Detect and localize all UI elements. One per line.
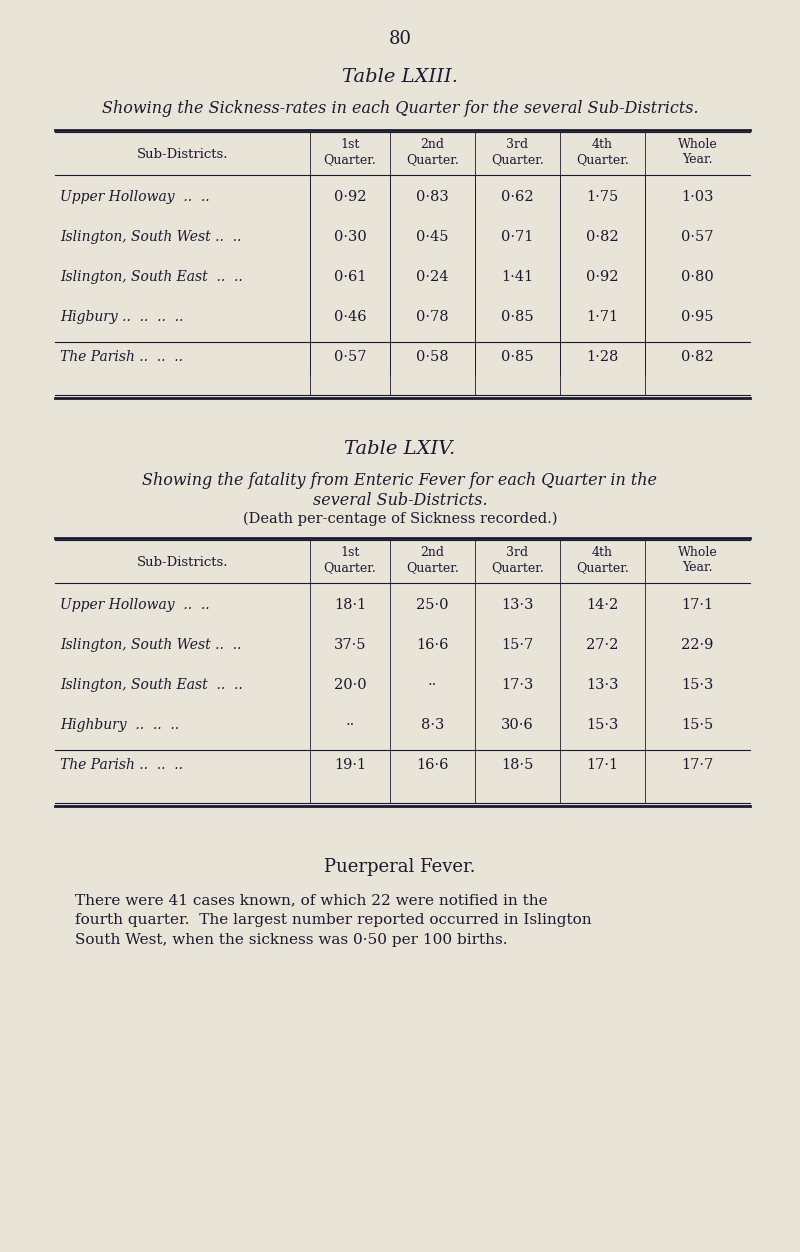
Text: 0·83: 0·83 xyxy=(416,190,449,204)
Text: 15·7: 15·7 xyxy=(502,639,534,652)
Text: Sub-Districts.: Sub-Districts. xyxy=(137,148,228,162)
Text: 1st
Quarter.: 1st Quarter. xyxy=(324,546,376,573)
Text: 0·82: 0·82 xyxy=(586,230,619,244)
Text: 4th
Quarter.: 4th Quarter. xyxy=(576,138,629,167)
Text: 15·3: 15·3 xyxy=(586,717,618,732)
Text: 25·0: 25·0 xyxy=(416,598,449,612)
Text: 0·78: 0·78 xyxy=(416,310,449,324)
Text: Table LXIII.: Table LXIII. xyxy=(342,68,458,86)
Text: There were 41 cases known, of which 22 were notified in the: There were 41 cases known, of which 22 w… xyxy=(75,893,548,906)
Text: Showing the Sickness-rates in each Quarter for the several Sub-Districts.: Showing the Sickness-rates in each Quart… xyxy=(102,100,698,116)
Text: 1·03: 1·03 xyxy=(682,190,714,204)
Text: 1·75: 1·75 xyxy=(586,190,618,204)
Text: 0·58: 0·58 xyxy=(416,351,449,364)
Text: Islington, South East  ..  ..: Islington, South East .. .. xyxy=(60,270,242,284)
Text: 16·6: 16·6 xyxy=(416,639,449,652)
Text: 37·5: 37·5 xyxy=(334,639,366,652)
Text: 17·1: 17·1 xyxy=(682,598,714,612)
Text: Upper Holloway  ..  ..: Upper Holloway .. .. xyxy=(60,598,210,612)
Text: The Parish ..  ..  ..: The Parish .. .. .. xyxy=(60,351,183,364)
Text: 17·3: 17·3 xyxy=(502,679,534,692)
Text: Islington, South West ..  ..: Islington, South West .. .. xyxy=(60,230,242,244)
Text: 19·1: 19·1 xyxy=(334,757,366,772)
Text: South West, when the sickness was 0·50 per 100 births.: South West, when the sickness was 0·50 p… xyxy=(75,933,507,947)
Text: 0·85: 0·85 xyxy=(501,351,534,364)
Text: 0·80: 0·80 xyxy=(681,270,714,284)
Text: Whole
Year.: Whole Year. xyxy=(678,138,718,167)
Text: ··: ·· xyxy=(346,717,354,732)
Text: Showing the fatality from Enteric Fever for each Quarter in the: Showing the fatality from Enteric Fever … xyxy=(142,472,658,490)
Text: 0·30: 0·30 xyxy=(334,230,366,244)
Text: 4th
Quarter.: 4th Quarter. xyxy=(576,546,629,573)
Text: 0·57: 0·57 xyxy=(334,351,366,364)
Text: 0·45: 0·45 xyxy=(416,230,449,244)
Text: 14·2: 14·2 xyxy=(586,598,618,612)
Text: 0·92: 0·92 xyxy=(334,190,366,204)
Text: 15·3: 15·3 xyxy=(682,679,714,692)
Text: 0·46: 0·46 xyxy=(334,310,366,324)
Text: 20·0: 20·0 xyxy=(334,679,366,692)
Text: The Parish ..  ..  ..: The Parish .. .. .. xyxy=(60,757,183,772)
Text: 0·82: 0·82 xyxy=(681,351,714,364)
Text: several Sub-Districts.: several Sub-Districts. xyxy=(313,492,487,510)
Text: Upper Holloway  ..  ..: Upper Holloway .. .. xyxy=(60,190,210,204)
Text: 0·95: 0·95 xyxy=(682,310,714,324)
Text: Islington, South East  ..  ..: Islington, South East .. .. xyxy=(60,679,242,692)
Text: 0·57: 0·57 xyxy=(682,230,714,244)
Text: 17·7: 17·7 xyxy=(682,757,714,772)
Text: 80: 80 xyxy=(389,30,411,48)
Text: 17·1: 17·1 xyxy=(586,757,618,772)
Text: 0·62: 0·62 xyxy=(501,190,534,204)
Text: Puerperal Fever.: Puerperal Fever. xyxy=(324,858,476,876)
Text: 8·3: 8·3 xyxy=(421,717,444,732)
Text: Whole
Year.: Whole Year. xyxy=(678,546,718,573)
Text: 1·41: 1·41 xyxy=(502,270,534,284)
Text: 1·28: 1·28 xyxy=(586,351,618,364)
Text: 3rd
Quarter.: 3rd Quarter. xyxy=(491,138,544,167)
Text: 3rd
Quarter.: 3rd Quarter. xyxy=(491,546,544,573)
Text: Sub-Districts.: Sub-Districts. xyxy=(137,556,228,568)
Text: Table LXIV.: Table LXIV. xyxy=(344,439,456,458)
Text: 0·71: 0·71 xyxy=(502,230,534,244)
Text: (Death per-centage of Sickness recorded.): (Death per-centage of Sickness recorded.… xyxy=(242,512,558,526)
Text: 0·85: 0·85 xyxy=(501,310,534,324)
Text: 18·5: 18·5 xyxy=(502,757,534,772)
Text: 1st
Quarter.: 1st Quarter. xyxy=(324,138,376,167)
Text: ··: ·· xyxy=(428,679,437,692)
Text: 22·9: 22·9 xyxy=(682,639,714,652)
Text: 27·2: 27·2 xyxy=(586,639,618,652)
Text: Highbury  ..  ..  ..: Highbury .. .. .. xyxy=(60,717,179,732)
Text: Higbury ..  ..  ..  ..: Higbury .. .. .. .. xyxy=(60,310,183,324)
Text: 2nd
Quarter.: 2nd Quarter. xyxy=(406,546,459,573)
Text: 13·3: 13·3 xyxy=(586,679,618,692)
Text: 13·3: 13·3 xyxy=(502,598,534,612)
Text: Islington, South West ..  ..: Islington, South West .. .. xyxy=(60,639,242,652)
Text: 16·6: 16·6 xyxy=(416,757,449,772)
Text: 18·1: 18·1 xyxy=(334,598,366,612)
Text: 2nd
Quarter.: 2nd Quarter. xyxy=(406,138,459,167)
Text: 15·5: 15·5 xyxy=(682,717,714,732)
Text: 30·6: 30·6 xyxy=(501,717,534,732)
Text: 0·92: 0·92 xyxy=(586,270,618,284)
Text: 1·71: 1·71 xyxy=(586,310,618,324)
Text: fourth quarter.  The largest number reported occurred in Islington: fourth quarter. The largest number repor… xyxy=(75,913,592,926)
Text: 0·24: 0·24 xyxy=(416,270,449,284)
Text: 0·61: 0·61 xyxy=(334,270,366,284)
